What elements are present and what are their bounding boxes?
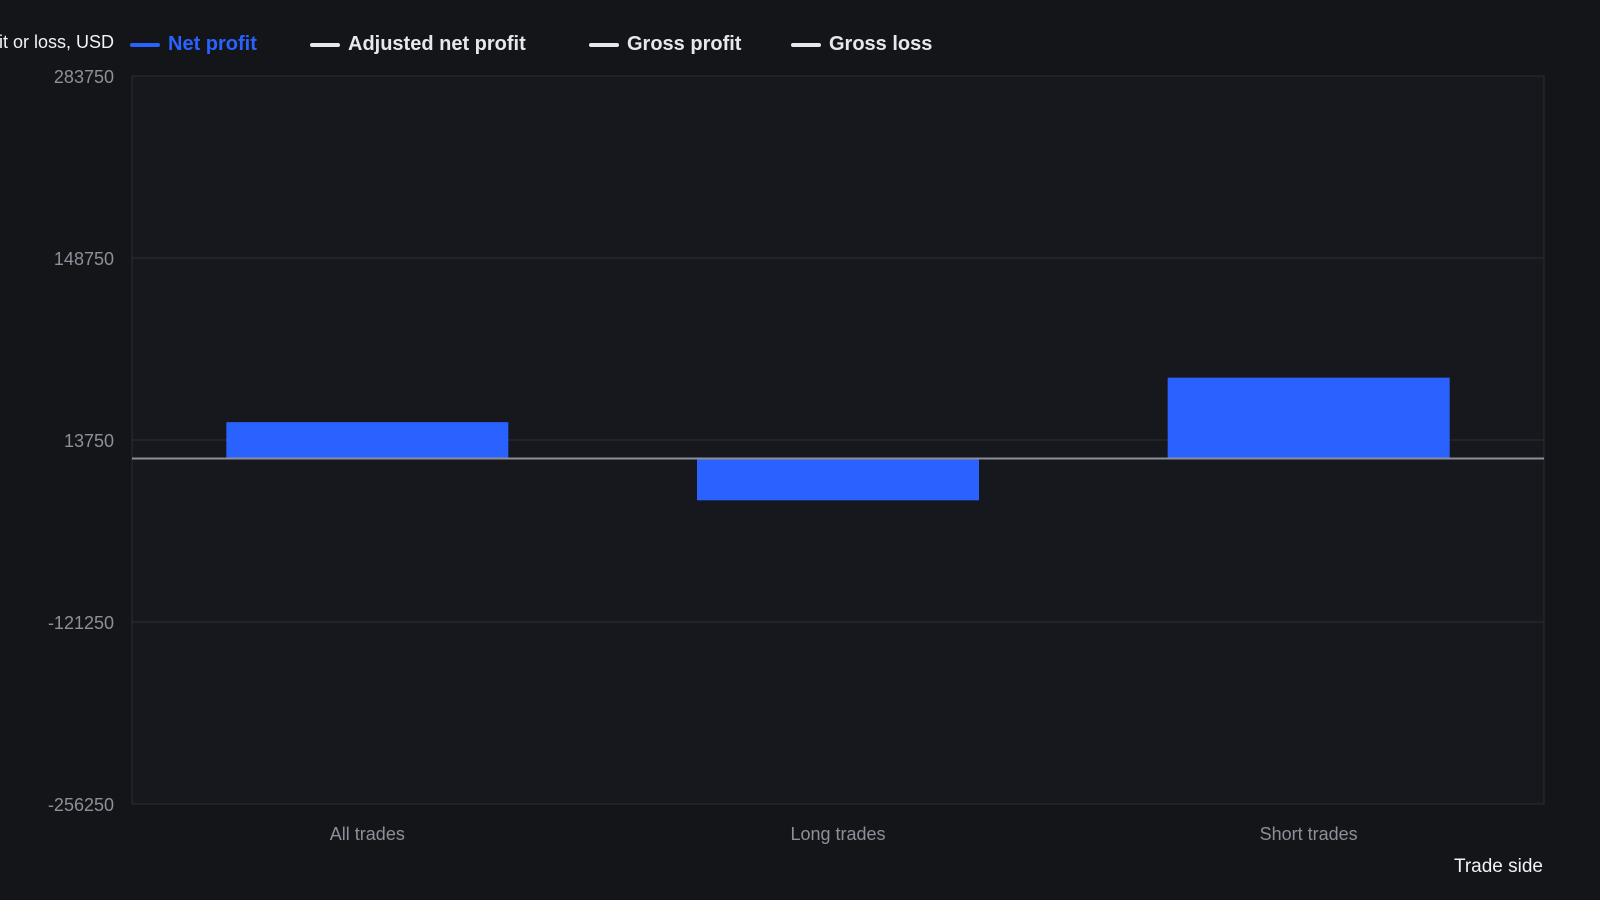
- legend-label-gross-profit: Gross profit: [627, 33, 742, 55]
- x-tick-label: Short trades: [1260, 824, 1358, 844]
- legend-label-adjusted-net-profit: Adjusted net profit: [348, 33, 526, 55]
- x-tick-label: All trades: [330, 824, 405, 844]
- bar: [1167, 377, 1450, 459]
- legend-swatch-net-profit: [130, 42, 160, 47]
- bar: [697, 458, 979, 501]
- legend-item-adjusted-net-profit[interactable]: Adjusted net profit: [310, 33, 526, 56]
- x-tick-label: Long trades: [790, 824, 885, 844]
- y-tick-label: 148750: [54, 249, 114, 269]
- y-tick-label: -121250: [48, 613, 114, 633]
- y-tick-label: 283750: [54, 67, 114, 87]
- y-tick-label: 13750: [64, 431, 114, 451]
- legend-label-gross-loss: Gross loss: [829, 33, 933, 55]
- legend-swatch-adjusted-net-profit: [310, 42, 340, 47]
- legend-item-gross-profit[interactable]: Gross profit: [589, 33, 741, 56]
- legend-item-net-profit[interactable]: Net profit: [130, 33, 257, 56]
- legend-label-net-profit: Net profit: [168, 33, 257, 55]
- y-tick-label: -256250: [48, 795, 114, 815]
- x-axis-title: Trade side: [1453, 856, 1543, 877]
- bar: [226, 422, 509, 459]
- y-axis-title: Net profit or loss, USD: [0, 32, 114, 52]
- legend-swatch-gross-profit: [589, 42, 619, 47]
- legend-item-gross-loss[interactable]: Gross loss: [791, 33, 932, 56]
- legend-swatch-gross-loss: [791, 42, 821, 47]
